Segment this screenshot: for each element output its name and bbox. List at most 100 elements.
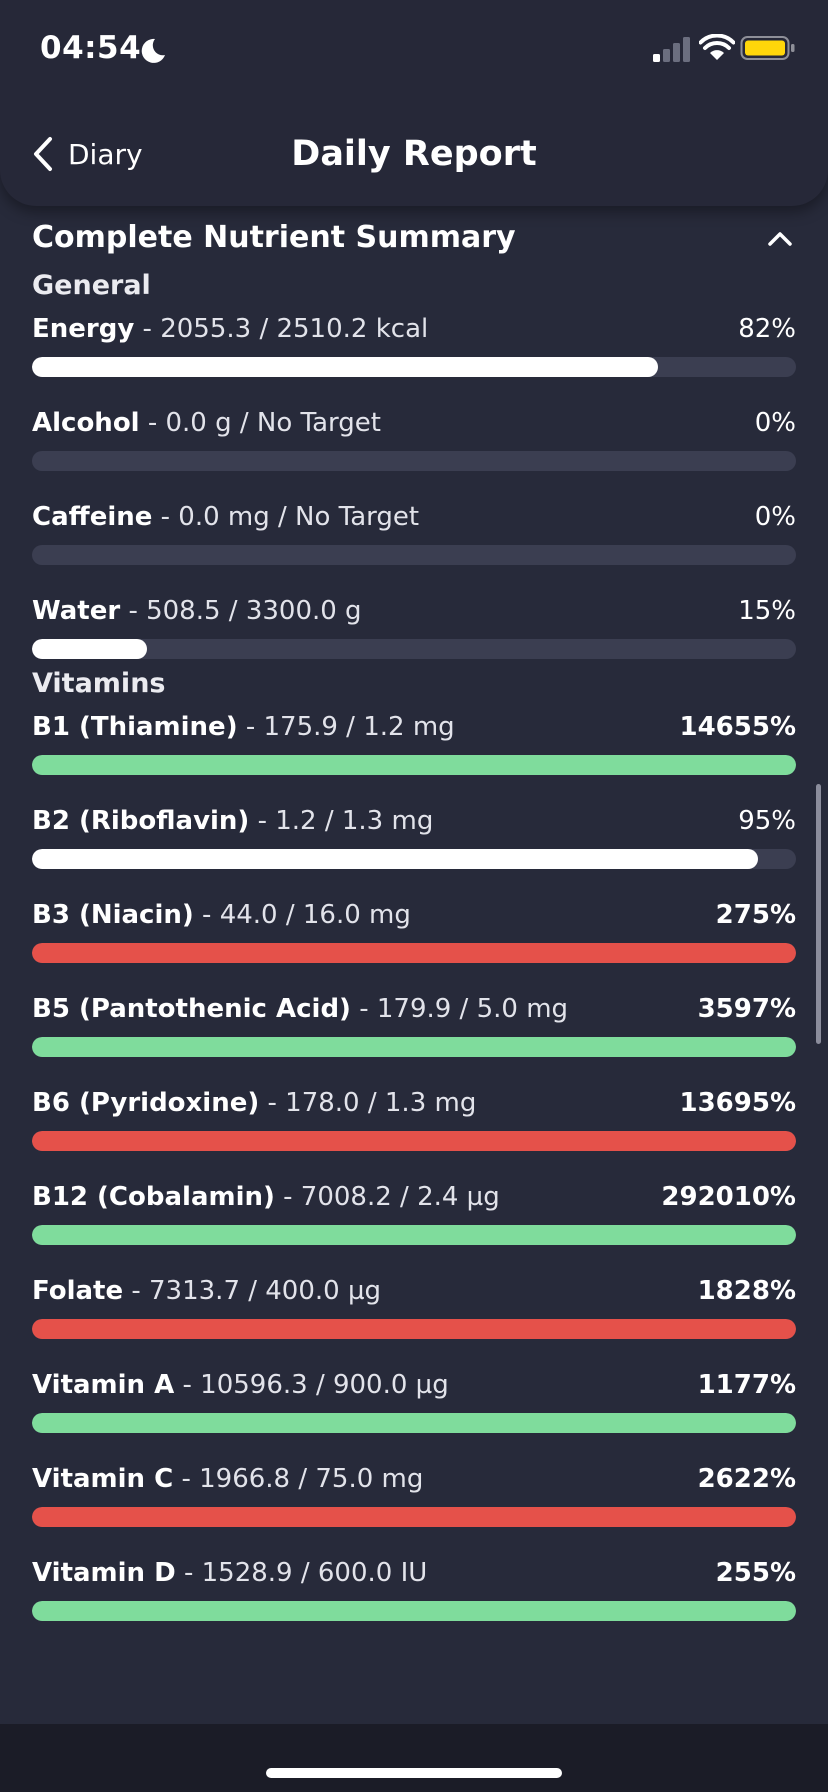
nutrient-amount: - 44.0 / 16.0 mg [193,900,411,930]
progress-fill [32,1507,796,1527]
nutrient-name: B6 (Pyridoxine) [32,1088,260,1118]
nutrient-name: B5 (Pantothenic Acid) [32,994,351,1024]
nutrient-label: Folate - 7313.7 / 400.0 µg [32,1276,381,1306]
nutrient-row[interactable]: B12 (Cobalamin) - 7008.2 / 2.4 µg 292010% [32,1182,796,1248]
nutrient-percent: 82% [738,314,796,344]
progress-track [32,451,796,471]
nutrient-percent: 3597% [697,994,796,1024]
progress-track [32,1507,796,1527]
nutrient-label: Water - 508.5 / 3300.0 g [32,596,362,626]
chevron-left-icon [34,137,52,171]
nutrient-name: Vitamin A [32,1370,175,1400]
nutrient-row[interactable]: B5 (Pantothenic Acid) - 179.9 / 5.0 mg 35… [32,994,796,1060]
progress-track [32,1225,796,1245]
progress-fill [32,849,758,869]
nutrient-row[interactable]: Vitamin D - 1528.9 / 600.0 IU 255% [32,1558,796,1624]
group-title: Vitamins [32,668,166,699]
nutrient-amount: - 1966.8 / 75.0 mg [173,1464,424,1494]
nutrient-row[interactable]: B6 (Pyridoxine) - 178.0 / 1.3 mg 13695% [32,1088,796,1154]
progress-track [32,1319,796,1339]
nutrient-label: Vitamin D - 1528.9 / 600.0 IU [32,1558,427,1588]
progress-fill [32,755,796,775]
progress-fill [32,1131,796,1151]
nutrient-label: Vitamin A - 10596.3 / 900.0 µg [32,1370,449,1400]
home-indicator[interactable] [266,1768,562,1778]
nutrient-label: Vitamin C - 1966.8 / 75.0 mg [32,1464,423,1494]
progress-track [32,1413,796,1433]
nutrient-row[interactable]: Vitamin A - 10596.3 / 900.0 µg 1177% [32,1370,796,1436]
nutrient-label: B2 (Riboflavin) - 1.2 / 1.3 mg [32,806,433,836]
nutrient-name: Alcohol [32,408,140,438]
progress-fill [32,1413,796,1433]
progress-track [32,545,796,565]
bottom-bar [0,1724,828,1792]
progress-track [32,1601,796,1621]
signal-icon [653,37,690,62]
nutrient-percent: 1177% [697,1370,796,1400]
nutrient-name: Vitamin D [32,1558,176,1588]
nutrient-name: B1 (Thiamine) [32,712,238,742]
scrollbar[interactable] [816,784,821,1044]
moon-icon [141,38,165,63]
nutrient-label: Caffeine - 0.0 mg / No Target [32,502,419,532]
progress-track [32,357,796,377]
progress-fill [32,1601,796,1621]
nutrient-name: B12 (Cobalamin) [32,1182,275,1212]
nutrient-percent: 275% [715,900,796,930]
nutrient-amount: - 0.0 mg / No Target [152,502,420,532]
nutrient-row[interactable]: Alcohol - 0.0 g / No Target 0% [32,408,796,474]
nutrient-row[interactable]: Caffeine - 0.0 mg / No Target 0% [32,502,796,568]
nutrient-amount: - 7008.2 / 2.4 µg [274,1182,500,1212]
status-bar: 04:54 [0,0,828,100]
progress-fill [32,357,659,377]
nutrient-row[interactable]: B2 (Riboflavin) - 1.2 / 1.3 mg 95% [32,806,796,872]
nutrient-row[interactable]: Water - 508.5 / 3300.0 g 15% [32,596,796,662]
nutrient-percent: 1828% [697,1276,796,1306]
progress-track [32,1037,796,1057]
progress-track [32,755,796,775]
nutrient-name: Energy [32,314,135,344]
nutrient-label: B12 (Cobalamin) - 7008.2 / 2.4 µg [32,1182,500,1212]
nutrient-name: Water [32,596,121,626]
group-title: General [32,270,151,301]
back-label: Diary [68,137,143,171]
status-time: 04:54 [40,30,142,66]
nutrient-amount: - 508.5 / 3300.0 g [120,596,362,626]
nutrient-percent: 15% [738,596,796,626]
page-title: Daily Report [291,134,537,174]
progress-fill [32,1225,796,1245]
nutrient-amount: - 1528.9 / 600.0 IU [175,1558,428,1588]
nutrient-row[interactable]: Folate - 7313.7 / 400.0 µg 1828% [32,1276,796,1342]
nutrient-percent: 95% [738,806,796,836]
nutrient-row[interactable]: Vitamin C - 1966.8 / 75.0 mg 2622% [32,1464,796,1530]
progress-track [32,849,796,869]
nutrient-amount: - 10596.3 / 900.0 µg [174,1370,449,1400]
nutrient-amount: - 178.0 / 1.3 mg [259,1088,477,1118]
nutrient-name: Vitamin C [32,1464,174,1494]
back-button[interactable]: Diary [30,130,143,178]
nutrient-percent: 0% [754,408,796,438]
progress-fill [32,1037,796,1057]
nutrient-name: B3 (Niacin) [32,900,194,930]
nutrient-amount: - 2055.3 / 2510.2 kcal [134,314,429,344]
summary-section-toggle[interactable]: Complete Nutrient Summary [32,214,796,264]
nutrient-label: Alcohol - 0.0 g / No Target [32,408,381,438]
nutrient-label: B5 (Pantothenic Acid) - 179.9 / 5.0 mg [32,994,568,1024]
nutrient-name: Folate [32,1276,124,1306]
nutrient-percent: 2622% [697,1464,796,1494]
nutrient-row[interactable]: Energy - 2055.3 / 2510.2 kcal 82% [32,314,796,380]
nutrient-percent: 255% [715,1558,796,1588]
progress-track [32,639,796,659]
nutrient-label: B1 (Thiamine) - 175.9 / 1.2 mg [32,712,455,742]
nutrient-row[interactable]: B3 (Niacin) - 44.0 / 16.0 mg 275% [32,900,796,966]
nutrient-row[interactable]: B1 (Thiamine) - 175.9 / 1.2 mg 14655% [32,712,796,778]
progress-track [32,943,796,963]
nutrient-name: B2 (Riboflavin) [32,806,250,836]
progress-fill [32,1319,796,1339]
nutrient-name: Caffeine [32,502,153,532]
chevron-up-icon[interactable] [766,228,794,248]
nutrient-percent: 13695% [679,1088,796,1118]
header: 04:54 Diary Daily Report [0,0,828,206]
nutrient-label: Energy - 2055.3 / 2510.2 kcal [32,314,428,344]
nutrient-amount: - 0.0 g / No Target [139,408,381,438]
